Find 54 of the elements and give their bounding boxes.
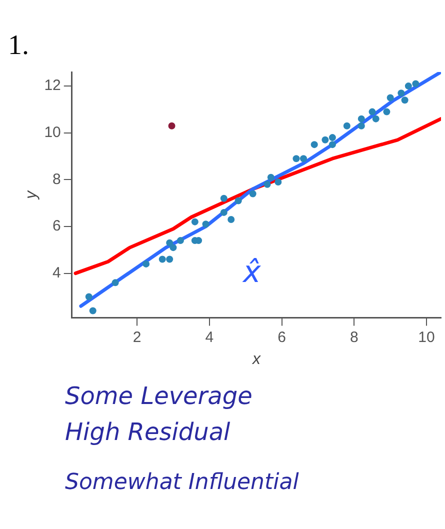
point (234, 197, 242, 204)
point (383, 108, 390, 116)
point (322, 136, 329, 144)
x-tick-label: 4 (205, 328, 214, 346)
text: Some Leverage (65, 382, 252, 410)
point (264, 180, 271, 188)
point (158, 256, 166, 263)
point (191, 218, 198, 226)
x-tick-label: 6 (278, 328, 286, 346)
point (166, 239, 174, 246)
y-axis-title: y (23, 190, 40, 200)
point (220, 208, 228, 216)
y-tick-label: 6 (52, 218, 61, 235)
point (176, 237, 184, 244)
y-tick-label: 10 (44, 124, 61, 142)
x-axis-title: x (251, 350, 262, 368)
point (300, 155, 307, 162)
point (267, 174, 274, 181)
point (372, 115, 380, 122)
point (343, 122, 350, 130)
point (328, 134, 336, 142)
point (85, 293, 92, 300)
point (274, 178, 282, 186)
point (249, 190, 256, 198)
point (404, 82, 412, 90)
point (142, 260, 150, 268)
point (412, 80, 420, 88)
point (170, 244, 177, 252)
point (166, 256, 174, 263)
y-tick-label: 12 (44, 77, 61, 94)
x-tick-label: 10 (418, 328, 435, 346)
point (358, 122, 365, 130)
point (401, 96, 408, 104)
point (310, 141, 318, 148)
point (292, 155, 300, 162)
annotation: x̂ (243, 255, 261, 290)
point (112, 279, 119, 286)
point (89, 307, 96, 314)
text: High Residual (65, 418, 230, 446)
point (328, 141, 336, 148)
text: Somewhat Influential (65, 470, 299, 495)
point (368, 108, 376, 116)
point (386, 94, 394, 102)
point (220, 194, 228, 202)
y-tick-label: 4 (52, 264, 61, 282)
x-tick-label: 8 (350, 328, 358, 346)
point (228, 216, 235, 223)
point (398, 90, 405, 97)
y-tick-label: 8 (52, 170, 61, 188)
point (358, 115, 365, 122)
point (168, 122, 176, 130)
x-tick-label: 2 (132, 328, 142, 346)
point (202, 220, 210, 228)
text: 1. (8, 30, 29, 62)
